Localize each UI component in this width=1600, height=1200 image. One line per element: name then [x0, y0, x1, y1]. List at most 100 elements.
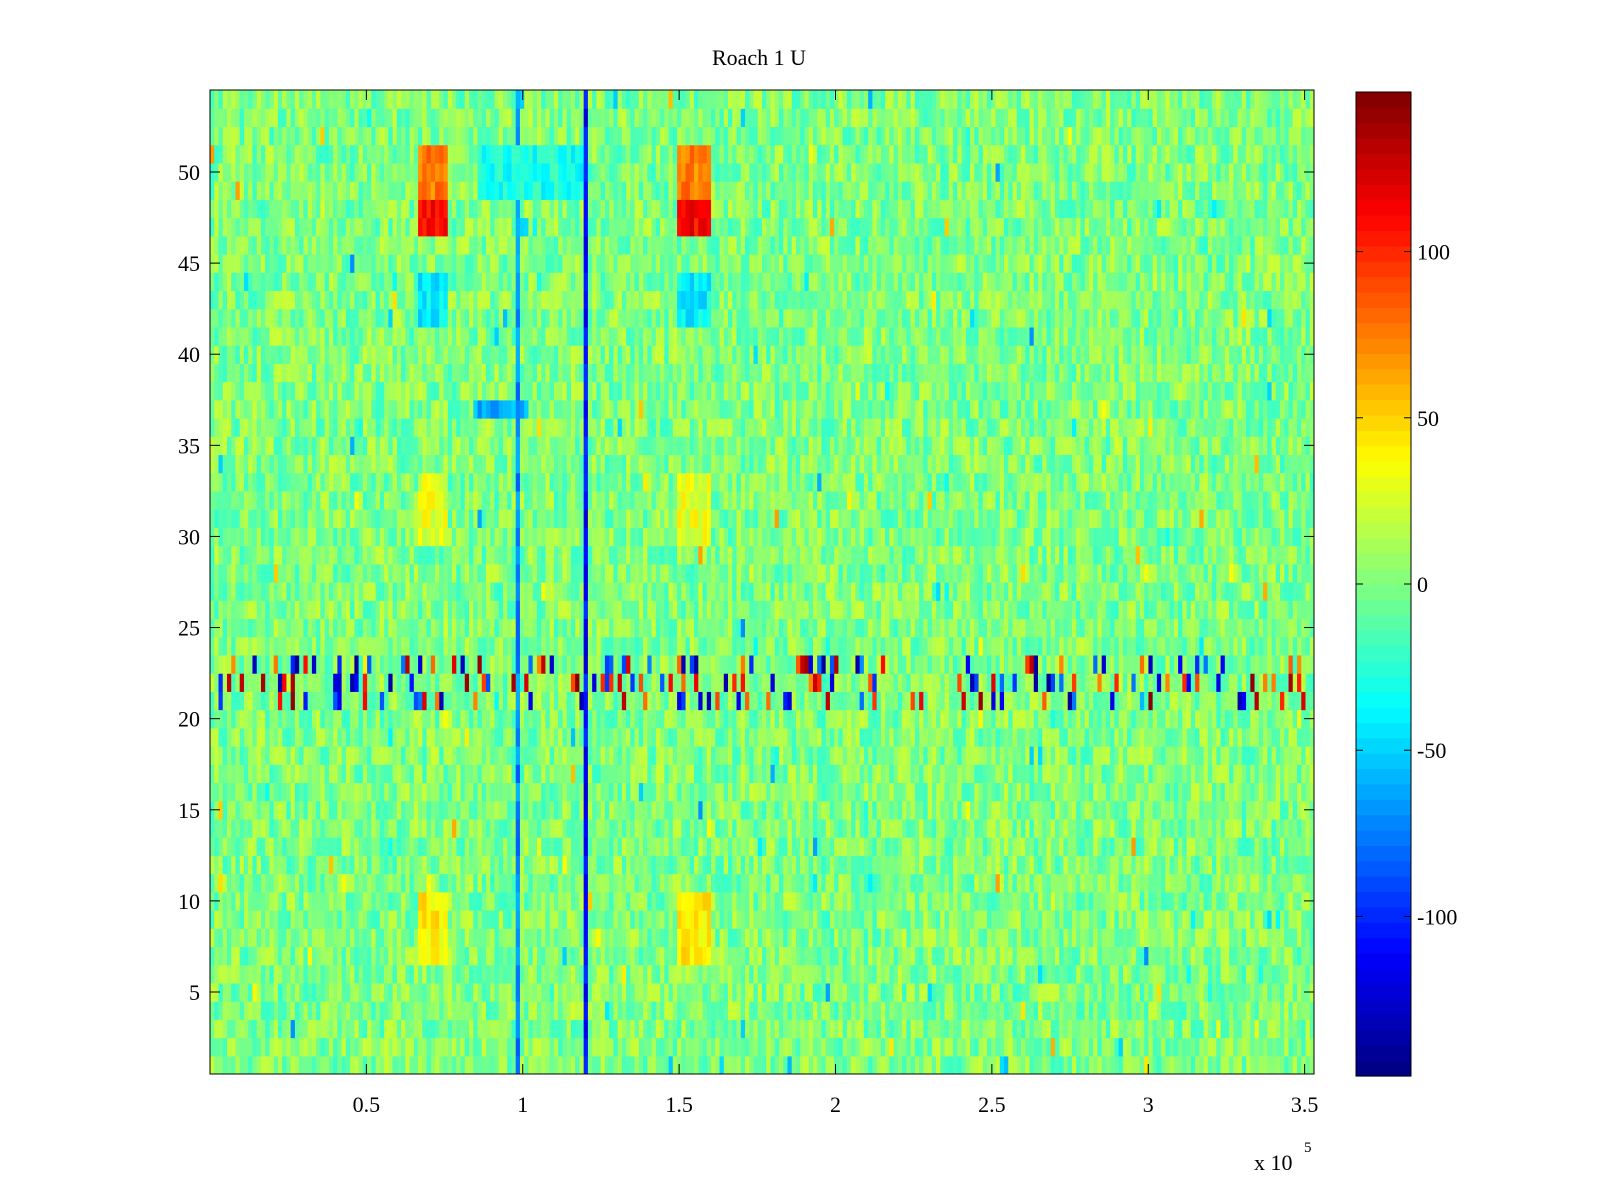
heatmap-cell — [456, 818, 462, 838]
heatmap-cell — [745, 764, 750, 784]
heatmap-cell — [723, 764, 729, 784]
heatmap-cell — [1135, 873, 1141, 893]
heatmap-cell — [1263, 946, 1268, 966]
heatmap-cell — [596, 782, 602, 802]
heatmap-cell — [923, 782, 929, 802]
heatmap-cell — [1093, 855, 1099, 875]
heatmap-cell — [362, 910, 368, 929]
heatmap-cell — [953, 891, 958, 911]
heatmap-cell — [668, 855, 674, 875]
heatmap-cell — [1033, 910, 1039, 929]
heatmap-cell — [749, 1019, 755, 1039]
heatmap-cell — [1280, 873, 1285, 893]
heatmap-cell — [494, 1055, 500, 1074]
heatmap-cell — [1131, 1001, 1137, 1020]
heatmap-cell — [1275, 818, 1281, 838]
heatmap-cell — [1038, 1037, 1043, 1057]
heatmap-cell — [1101, 928, 1107, 948]
heatmap-cell — [974, 1037, 980, 1057]
heatmap-cell — [664, 891, 670, 911]
heatmap-cell — [235, 764, 241, 784]
heatmap-cell — [965, 964, 971, 984]
heatmap-cell — [579, 727, 585, 747]
heatmap-cell — [303, 1001, 309, 1020]
heatmap-cell — [1250, 928, 1256, 948]
heatmap-cell — [919, 910, 924, 929]
heatmap-cell — [834, 964, 840, 984]
heatmap-cell — [1309, 946, 1314, 966]
heatmap-cell — [1271, 928, 1277, 948]
heatmap-cell — [384, 928, 389, 948]
heatmap-cell — [1165, 891, 1171, 911]
heatmap-cell — [643, 1001, 648, 1020]
heatmap-cell — [435, 782, 440, 802]
heatmap-cell — [218, 964, 224, 984]
heatmap-cell — [1178, 837, 1183, 856]
heatmap-cell — [243, 1037, 249, 1057]
heatmap-cell — [774, 782, 780, 802]
heatmap-cell — [728, 1001, 733, 1020]
heatmap-cell — [575, 800, 581, 820]
heatmap-cell — [486, 727, 491, 747]
heatmap-cell — [846, 910, 852, 929]
heatmap-cell — [469, 964, 474, 984]
heatmap-cell — [851, 1001, 857, 1020]
heatmap-cell — [838, 964, 844, 984]
heatmap-cell — [1246, 764, 1251, 784]
heatmap-cell — [719, 855, 725, 875]
heatmap-cell — [630, 964, 636, 984]
heatmap-cell — [456, 1037, 462, 1057]
heatmap-cell — [1229, 764, 1234, 784]
heatmap-cell — [957, 800, 963, 820]
heatmap-cell — [1076, 946, 1082, 966]
heatmap-cell — [919, 982, 924, 1002]
heatmap-cell — [1071, 946, 1077, 966]
heatmap-cell — [1207, 1001, 1213, 1020]
heatmap-cell — [337, 1001, 343, 1020]
heatmap-cell — [239, 910, 245, 929]
heatmap-cell — [1135, 982, 1141, 1002]
heatmap-cell — [592, 1019, 597, 1039]
heatmap-cell — [940, 891, 946, 911]
heatmap-cell — [1021, 764, 1026, 784]
heatmap-cell — [1292, 837, 1298, 856]
heatmap-cell — [787, 873, 793, 893]
heatmap-cell — [1148, 982, 1154, 1002]
heatmap-cell — [392, 782, 398, 802]
heatmap-cell — [392, 727, 398, 747]
heatmap-cell — [494, 928, 500, 948]
heatmap-cell — [502, 800, 508, 820]
heatmap-cell — [435, 891, 440, 911]
heatmap-cell — [762, 782, 767, 802]
heatmap-cell — [290, 782, 296, 802]
heatmap-cell — [401, 946, 406, 966]
heatmap-cell — [1122, 982, 1128, 1002]
heatmap-cell — [728, 1055, 733, 1074]
heatmap-cell — [630, 982, 636, 1002]
heatmap-cell — [379, 1037, 385, 1057]
heatmap-cell — [486, 982, 491, 1002]
heatmap-cell — [1144, 855, 1149, 875]
heatmap-cell — [1178, 727, 1183, 747]
heatmap-cell — [931, 1001, 937, 1020]
heatmap-cell — [1156, 782, 1162, 802]
heatmap-cell — [265, 910, 271, 929]
heatmap-cell — [923, 964, 929, 984]
heatmap-cell — [770, 910, 776, 929]
heatmap-cell — [218, 1001, 224, 1020]
heatmap-cell — [583, 746, 589, 765]
heatmap-cell — [1021, 1037, 1026, 1057]
heatmap-cell — [753, 837, 759, 856]
heatmap-cell — [1093, 782, 1099, 802]
heatmap-cell — [1263, 818, 1268, 838]
heatmap-cell — [902, 746, 907, 765]
heatmap-cell — [333, 910, 338, 929]
heatmap-cell — [961, 727, 967, 747]
heatmap-cell — [1288, 1019, 1294, 1039]
heatmap-cell — [1297, 764, 1302, 784]
heatmap-cell — [961, 764, 967, 784]
heatmap-cell — [638, 782, 644, 802]
heatmap-cell — [392, 1037, 398, 1057]
heatmap-cell — [672, 782, 678, 802]
heatmap-cell — [982, 964, 988, 984]
